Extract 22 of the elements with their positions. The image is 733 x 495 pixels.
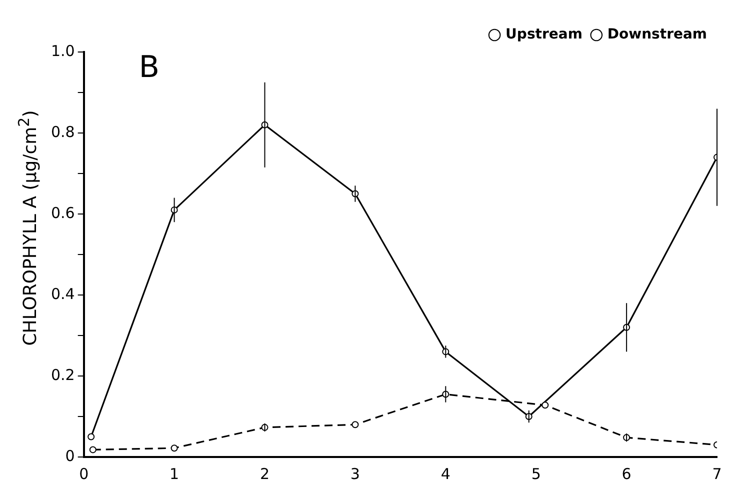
x-tick-label: 2 — [260, 464, 270, 483]
y-tick-label: 1.0 — [50, 42, 75, 60]
legend-label: Upstream — [506, 26, 582, 43]
point — [170, 444, 178, 452]
x-tick-label: 7 — [712, 464, 722, 483]
y-tick-label: 0 — [65, 446, 75, 465]
x-tick-label: 1 — [170, 464, 180, 483]
y-tick-label: 0.4 — [50, 284, 75, 303]
x-tick-label: 4 — [440, 464, 450, 483]
y-tick-label: 0.8 — [50, 122, 75, 141]
x-tick-label: 5 — [531, 464, 541, 483]
x-tick-label: 6 — [622, 464, 632, 483]
x-tick-label: 3 — [350, 464, 360, 483]
point — [352, 421, 359, 428]
point — [88, 433, 95, 440]
legend-label: Downstream — [607, 26, 708, 43]
point — [542, 402, 549, 409]
y-tick-label: 0.6 — [50, 204, 75, 222]
point — [89, 446, 96, 454]
annotation: B — [138, 50, 160, 85]
y-tick-label: 0.2 — [50, 366, 75, 384]
x-tick-label: 0 — [79, 464, 89, 483]
